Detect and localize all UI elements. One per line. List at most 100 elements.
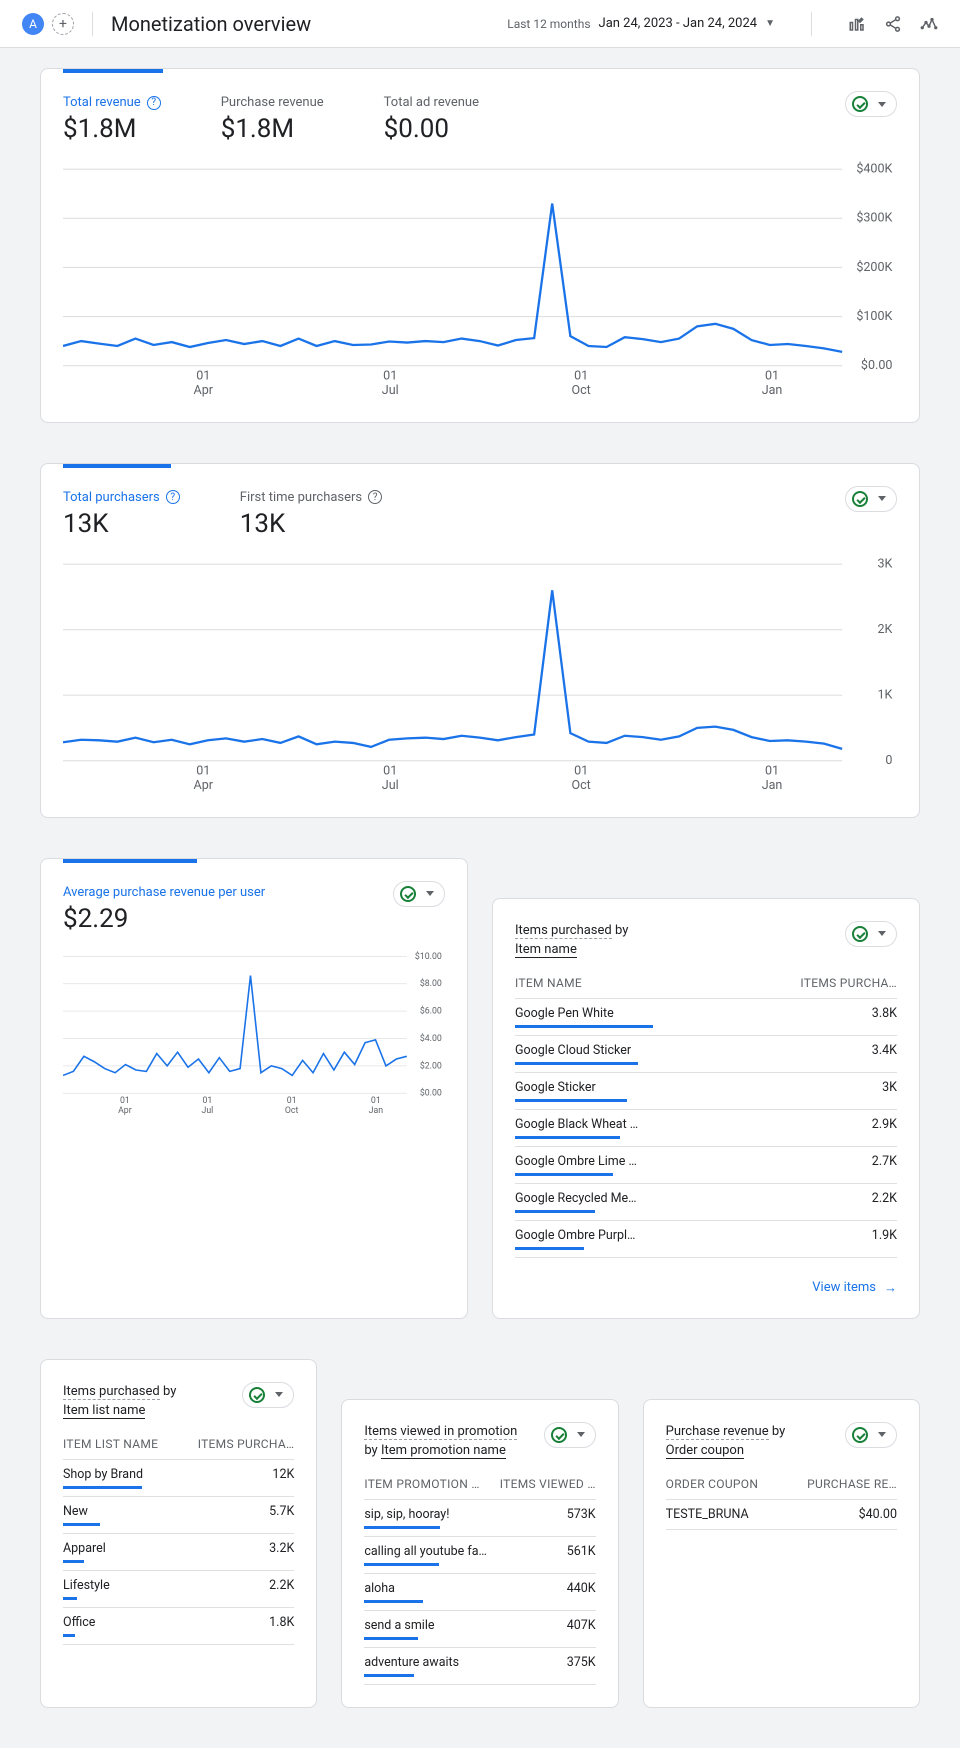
column-header[interactable]: ITEM NAME (515, 976, 582, 990)
dimension-link[interactable]: Item list name (63, 1403, 145, 1419)
row-value: 1.9K (872, 1228, 897, 1243)
svg-text:01: 01 (574, 763, 588, 778)
table-row[interactable]: aloha440K (364, 1574, 595, 1611)
date-range-picker[interactable]: Last 12 months Jan 24, 2023 - Jan 24, 20… (507, 16, 775, 31)
column-header[interactable]: ITEM PROMOTION … (364, 1477, 479, 1491)
svg-text:01: 01 (287, 1096, 297, 1106)
table-row[interactable]: Google Pen White3.8K (515, 999, 897, 1036)
stat-value: 13K (240, 509, 382, 539)
row-value: 440K (567, 1581, 596, 1596)
table-row[interactable]: Apparel3.2K (63, 1534, 294, 1571)
table-row[interactable]: Google Recycled Me… 2.2K (515, 1184, 897, 1221)
table-row[interactable]: sip, sip, hooray!573K (364, 1500, 595, 1537)
svg-text:$300K: $300K (856, 211, 892, 226)
coupon-card: Purchase revenue by Order coupon ORDER C… (643, 1399, 920, 1708)
chevron-down-icon (878, 1432, 886, 1437)
row-name: calling all youtube fa… (364, 1544, 497, 1559)
page-title: Monetization overview (111, 12, 311, 36)
svg-text:01: 01 (371, 1096, 381, 1106)
stat-block[interactable]: Total purchasers?13K (63, 490, 180, 539)
table-row[interactable]: Lifestyle2.2K (63, 1571, 294, 1608)
row-bar (515, 1210, 595, 1213)
status-pill[interactable] (242, 1382, 294, 1408)
dimension-link[interactable]: Order coupon (666, 1443, 744, 1459)
table-row[interactable]: New5.7K (63, 1497, 294, 1534)
table-row[interactable]: Google Cloud Sticker3.4K (515, 1036, 897, 1073)
status-pill[interactable] (845, 1422, 897, 1448)
table-row[interactable]: send a smile407K (364, 1611, 595, 1648)
svg-text:$200K: $200K (856, 260, 892, 275)
column-header[interactable]: ITEMS PURCHA… (800, 976, 897, 990)
item-list-card: Items purchased by Item list name ITEM L… (40, 1359, 317, 1708)
help-icon[interactable]: ? (368, 490, 382, 504)
view-items-link[interactable]: View items → (515, 1280, 897, 1296)
svg-text:Jan: Jan (762, 778, 783, 793)
chevron-down-icon (878, 931, 886, 936)
svg-text:$10.00: $10.00 (415, 951, 442, 962)
column-header[interactable]: ORDER COUPON (666, 1477, 759, 1491)
table-row[interactable]: Google Black Wheat …2.9K (515, 1110, 897, 1147)
dimension-link[interactable]: Item promotion name (381, 1443, 506, 1459)
row-name: Google Recycled Me… (515, 1191, 756, 1206)
table-row[interactable]: Google Sticker3K (515, 1073, 897, 1110)
help-icon[interactable]: ? (166, 490, 180, 504)
stat-label: Total ad revenue (384, 95, 479, 110)
row-value: 2.2K (872, 1191, 897, 1206)
row-value: 2.9K (872, 1117, 897, 1132)
customize-report-icon[interactable] (848, 15, 866, 33)
table-row[interactable]: adventure awaits375K (364, 1648, 595, 1685)
help-icon[interactable]: ? (147, 96, 161, 110)
avatar[interactable]: A (22, 13, 44, 35)
check-icon (249, 1387, 265, 1403)
stat-block[interactable]: Total revenue?$1.8M (63, 95, 161, 144)
arrow-right-icon: → (884, 1280, 897, 1296)
table-row[interactable]: Google Ombre Lime …2.7K (515, 1147, 897, 1184)
add-segment-button[interactable]: + (52, 13, 74, 35)
chevron-down-icon (878, 102, 886, 107)
dimension-link[interactable]: Item name (515, 942, 577, 958)
stat-value: $1.8M (221, 114, 324, 144)
stat-block[interactable]: Purchase revenue$1.8M (221, 95, 324, 144)
table-row[interactable]: calling all youtube fa…561K (364, 1537, 595, 1574)
row-bar (515, 1062, 638, 1065)
table-row[interactable]: Office1.8K (63, 1608, 294, 1645)
column-header[interactable]: ITEMS VIEWED … (500, 1477, 596, 1491)
stat-block[interactable]: First time purchasers?13K (240, 490, 382, 539)
status-pill[interactable] (845, 486, 897, 512)
row-value: 2.7K (872, 1154, 897, 1169)
row-bar (364, 1600, 422, 1603)
chevron-down-icon: ▼ (765, 18, 775, 29)
column-header[interactable]: PURCHASE RE… (807, 1477, 897, 1491)
insights-icon[interactable] (920, 15, 938, 33)
svg-text:Apr: Apr (194, 778, 214, 793)
stat-value: 13K (63, 509, 180, 539)
stat-block[interactable]: Total ad revenue$0.00 (384, 95, 479, 144)
share-icon[interactable] (884, 15, 902, 33)
status-pill[interactable] (845, 91, 897, 117)
table-row[interactable]: Google Ombre Purpl…1.9K (515, 1221, 897, 1258)
row-value: 12K (272, 1467, 294, 1482)
status-pill[interactable] (544, 1422, 596, 1448)
svg-text:Jul: Jul (382, 383, 399, 398)
svg-text:Apr: Apr (194, 383, 214, 398)
column-header[interactable]: ITEM LIST NAME (63, 1437, 158, 1451)
row-value: 2.2K (269, 1578, 294, 1593)
column-header[interactable]: ITEMS PURCHA… (198, 1437, 295, 1451)
svg-text:$6.00: $6.00 (420, 1005, 442, 1016)
svg-text:1K: 1K (877, 687, 892, 702)
status-pill[interactable] (845, 921, 897, 947)
table-row[interactable]: Shop by Brand12K (63, 1460, 294, 1497)
check-icon (400, 886, 416, 902)
arpu-card: Average purchase revenue per user $2.29 … (40, 858, 468, 1319)
chevron-down-icon (878, 496, 886, 501)
status-pill[interactable] (393, 881, 445, 907)
date-range-value: Jan 24, 2023 - Jan 24, 2024 (599, 16, 758, 31)
svg-text:01: 01 (765, 368, 779, 383)
svg-text:$4.00: $4.00 (420, 1033, 442, 1044)
table-row[interactable]: TESTE_BRUNA$40.00 (666, 1500, 897, 1530)
row-bar (63, 1597, 77, 1600)
svg-text:$0.00: $0.00 (861, 358, 893, 373)
arpu-stat[interactable]: Average purchase revenue per user $2.29 (63, 885, 265, 934)
svg-text:01: 01 (383, 368, 397, 383)
svg-text:$100K: $100K (856, 309, 892, 324)
